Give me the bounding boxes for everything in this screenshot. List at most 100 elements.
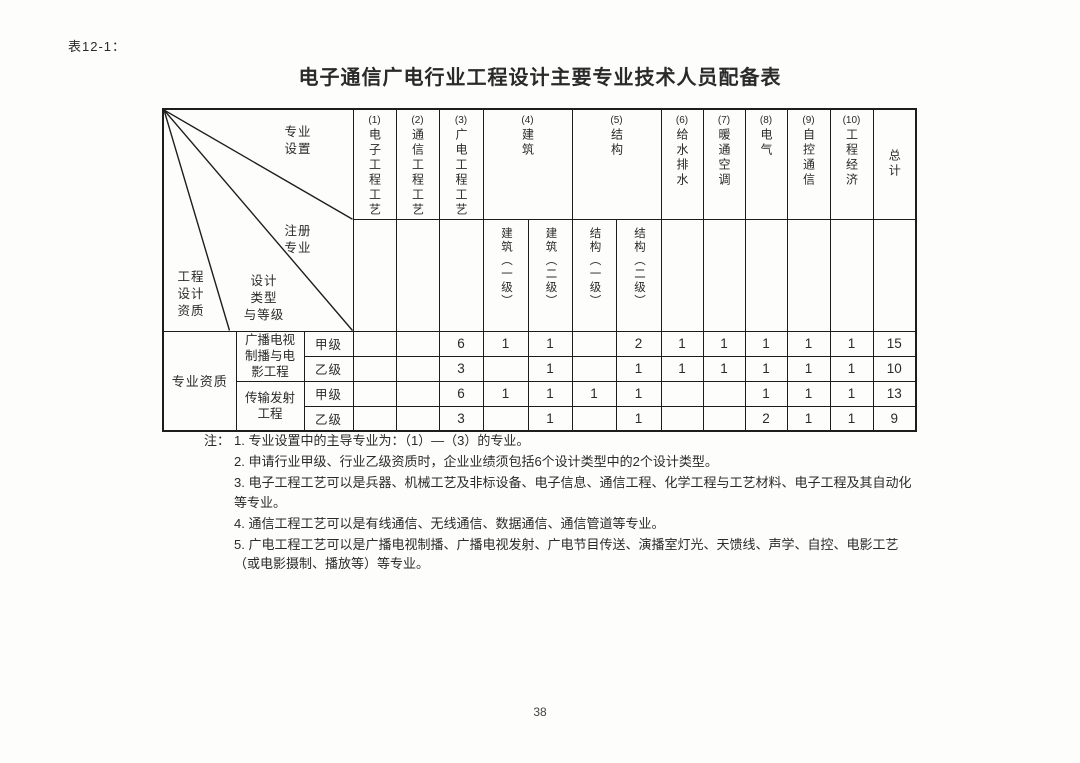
total-cell: 9	[872, 405, 917, 432]
diagonal-lines	[164, 110, 353, 331]
value-cell: 1	[571, 380, 617, 407]
col-number: (10)	[842, 115, 861, 126]
col-header-structure: (5) 结构	[571, 108, 662, 220]
value-cell: 2	[615, 330, 662, 357]
value-cell: 3	[438, 355, 484, 382]
value-cell: 1	[702, 330, 746, 357]
total-cell: 10	[872, 355, 917, 382]
value-cell: 1	[482, 330, 529, 357]
subcol-structure-grade1: 结构（一级）	[571, 218, 617, 332]
value-cell	[571, 330, 617, 357]
value-cell	[482, 355, 529, 382]
value-cell: 1	[829, 330, 874, 357]
value-cell	[482, 405, 529, 432]
value-cell: 1	[829, 380, 874, 407]
col-label: 结构	[609, 128, 624, 158]
col-header-broadcast: (3) 广电工程工艺	[438, 108, 484, 220]
value-cell	[395, 330, 440, 357]
value-cell: 1	[527, 405, 573, 432]
value-cell	[352, 405, 397, 432]
subcol-structure-grade2: 结构（二级）	[615, 218, 662, 332]
document-title: 电子通信广电行业工程设计主要专业技术人员配备表	[298, 67, 782, 89]
col-label: 给水排水	[675, 128, 689, 188]
empty-cell	[660, 218, 704, 332]
empty-cell	[352, 218, 397, 332]
col-number: (2)	[411, 115, 424, 126]
grade-cell: 乙级	[303, 355, 354, 382]
value-cell: 1	[744, 330, 788, 357]
value-cell	[571, 405, 617, 432]
col-header-economics: (10) 工程经济	[829, 108, 874, 220]
value-cell: 6	[438, 380, 484, 407]
empty-cell	[438, 218, 484, 332]
value-cell: 1	[660, 330, 704, 357]
note-item-5: 5. 广电工程工艺可以是广播电视制播、广播电视发射、广电节目传送、演播室灯光、天…	[234, 536, 899, 572]
empty-cell	[829, 218, 874, 332]
col-number: (3)	[454, 115, 468, 126]
col-number: (4)	[521, 115, 534, 126]
value-cell: 2	[744, 405, 788, 432]
col-number: (8)	[759, 115, 773, 126]
corner-label-design-type-grade: 设计 类型 与等级	[243, 274, 285, 322]
value-cell	[702, 405, 746, 432]
note-item-3: 3. 电子工程工艺可以是兵器、机械工艺及非标设备、电子信息、通信工程、化学工程与…	[234, 475, 912, 510]
value-cell: 1	[527, 380, 573, 407]
col-number: (7)	[717, 115, 731, 126]
col-number: (6)	[675, 115, 689, 126]
value-cell	[352, 355, 397, 382]
personnel-table: 专业 设置 注册 专业 设计 类型 与等级 工程 设计 资质 (1) 电子工程工艺…	[162, 108, 917, 432]
col-label: 电子工程工艺	[367, 128, 382, 218]
page-number: 38	[533, 705, 547, 719]
diagonal-header-cell: 专业 设置 注册 专业 设计 类型 与等级 工程 设计 资质	[162, 108, 354, 332]
value-cell: 1	[615, 380, 662, 407]
value-cell: 1	[786, 330, 831, 357]
value-cell	[352, 380, 397, 407]
value-cell: 1	[482, 380, 529, 407]
value-cell	[702, 380, 746, 407]
value-cell: 3	[438, 405, 484, 432]
col-header-electronic: (1) 电子工程工艺	[352, 108, 397, 220]
total-cell: 13	[872, 380, 917, 407]
value-cell	[660, 405, 704, 432]
col-header-autocontrol: (9) 自控通信	[786, 108, 831, 220]
note-item-2: 2. 申请行业甲级、行业乙级资质时，企业业绩须包括6个设计类型中的2个设计类型。	[234, 454, 718, 469]
empty-cell	[395, 218, 440, 332]
value-cell	[352, 330, 397, 357]
col-header-electrical: (8) 电气	[744, 108, 788, 220]
row-type-transmission: 传输发射工程	[235, 380, 305, 432]
value-cell: 1	[527, 355, 573, 382]
col-header-communication: (2) 通信工程工艺	[395, 108, 440, 220]
value-cell	[395, 405, 440, 432]
subcol-architecture-grade1: 建筑（一级）	[482, 218, 529, 332]
table-number-label: 表12-1：	[68, 39, 127, 54]
note-item-1: 1. 专业设置中的主导专业为：（1）—（3）的专业。	[234, 433, 530, 448]
col-header-water: (6) 给水排水	[660, 108, 704, 220]
value-cell	[395, 355, 440, 382]
col-number: (1)	[368, 115, 381, 126]
col-label: 工程经济	[844, 128, 859, 188]
value-cell: 1	[615, 355, 662, 382]
col-label: 自控通信	[801, 128, 816, 188]
corner-label-professional-setup: 专业 设置	[284, 125, 312, 156]
col-label: 电气	[759, 128, 773, 158]
col-label: 总计	[887, 149, 902, 180]
empty-cell	[702, 218, 746, 332]
col-label: 通信工程工艺	[410, 128, 425, 218]
notes-prefix: 注：	[204, 433, 231, 448]
row-group-label: 专业资质	[162, 330, 237, 432]
col-label: 建筑	[520, 128, 535, 158]
value-cell	[660, 380, 704, 407]
value-cell: 1	[786, 405, 831, 432]
subcol-architecture-grade2: 建筑（二级）	[527, 218, 573, 332]
note-item-4: 4. 通信工程工艺可以是有线通信、无线通信、数据通信、通信管道等专业。	[234, 515, 665, 531]
value-cell	[395, 380, 440, 407]
corner-label-engineering-design-qualification: 工程 设计 资质	[177, 270, 205, 318]
col-header-hvac: (7) 暖通空调	[702, 108, 746, 220]
value-cell: 1	[615, 405, 662, 432]
col-number: (5)	[610, 115, 623, 126]
grade-cell: 乙级	[303, 405, 354, 432]
empty-cell	[786, 218, 831, 332]
col-label: 暖通空调	[717, 128, 731, 188]
value-cell: 1	[829, 355, 874, 382]
value-cell: 1	[527, 330, 573, 357]
